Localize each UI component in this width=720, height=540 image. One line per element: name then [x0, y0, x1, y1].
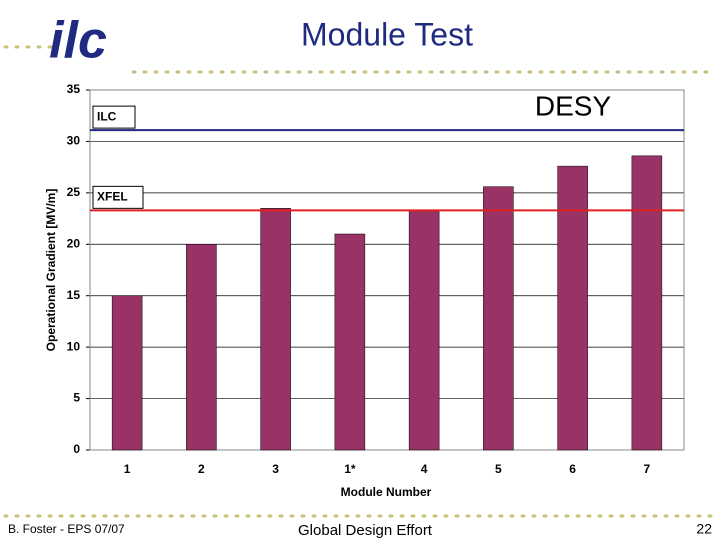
footer-left: B. Foster - EPS 07/07: [8, 522, 125, 536]
bar: [483, 186, 514, 451]
y-tick-label: 5: [73, 391, 80, 405]
bar: [260, 208, 291, 451]
reference-label: XFEL: [97, 190, 128, 204]
reference-label-box: [92, 105, 136, 129]
x-tick-label: 2: [198, 462, 205, 476]
bar: [186, 244, 217, 451]
y-tick-label: 30: [67, 134, 81, 148]
y-tick-label: 35: [67, 82, 81, 96]
y-tick-label: 10: [67, 339, 81, 353]
slide-title: Module Test: [301, 16, 473, 52]
logo: ilc: [49, 12, 107, 70]
y-tick-label: 0: [73, 442, 80, 456]
x-tick-label: 1: [124, 462, 131, 476]
bar: [631, 155, 663, 451]
reference-label-box: [92, 185, 144, 209]
y-tick-label: 15: [67, 288, 81, 302]
x-axis-label: Module Number: [341, 485, 432, 499]
y-axis-label: Operational Gradient [MV/m]: [44, 189, 58, 352]
plot-border: [89, 89, 685, 451]
y-tick-label: 20: [67, 236, 81, 250]
x-tick-label: 4: [421, 462, 428, 476]
footer-center: Global Design Effort: [298, 522, 433, 539]
lab-label: DESY: [535, 90, 612, 121]
bar: [111, 295, 143, 451]
x-tick-label: 5: [495, 462, 502, 476]
y-tick-label: 25: [67, 185, 81, 199]
reference-label: ILC: [97, 109, 117, 123]
x-tick-label: 1*: [344, 462, 356, 476]
x-tick-label: 7: [644, 462, 651, 476]
x-tick-label: 6: [569, 462, 576, 476]
bar: [408, 210, 440, 451]
x-tick-label: 3: [272, 462, 279, 476]
bar: [334, 233, 366, 451]
page-number: 22: [696, 521, 712, 537]
bar: [557, 165, 588, 451]
